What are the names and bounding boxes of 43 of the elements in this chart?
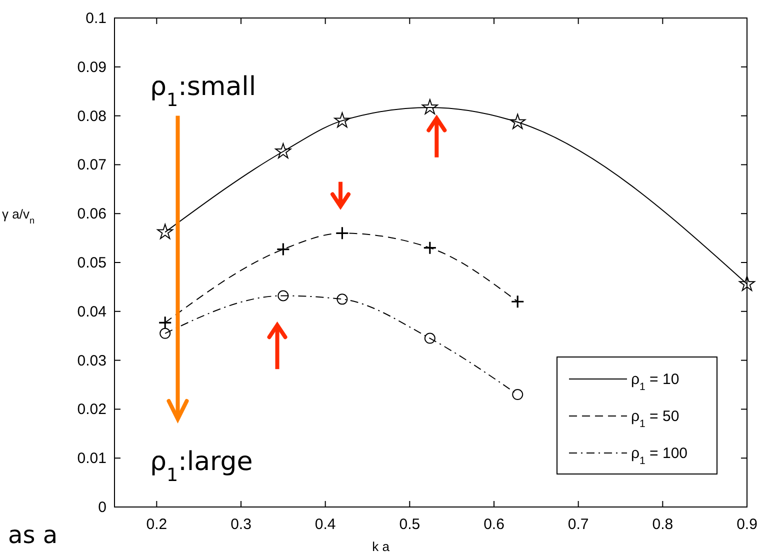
x-tick-label: 0.3: [230, 516, 252, 533]
point: [335, 226, 349, 240]
point: [510, 294, 524, 308]
x-axis-title: k a: [372, 539, 390, 554]
y-axis-title: γ a/v$_{n}$: [2, 206, 35, 226]
y-tick-label: 0.07: [77, 156, 106, 174]
legend-label: ρ$_{1}$ = 50: [631, 408, 680, 430]
annotation: ρ$_{1}$:small: [150, 72, 256, 110]
point: [512, 389, 524, 400]
x-tick-label: 0.6: [484, 516, 504, 533]
annotation: ρ$_{1}$:large: [150, 447, 253, 486]
point: [276, 242, 290, 256]
legend-label: ρ$_{1}$ = 100: [631, 445, 688, 467]
y-tick-label: 0: [98, 499, 106, 516]
legend-label: ρ$_{1}$ = 10: [631, 371, 680, 393]
point: [510, 114, 526, 130]
point: [422, 99, 438, 114]
point: [157, 224, 174, 240]
y-tick-label: 0.01: [77, 450, 106, 468]
x-tick-label: 0.7: [568, 516, 589, 533]
y-tick-label: 0.09: [77, 58, 106, 76]
x-tick-label: 0.8: [652, 516, 674, 533]
point: [423, 241, 437, 255]
y-tick-label: 0.03: [77, 352, 106, 370]
x-tick-label: 0.5: [399, 516, 420, 533]
y-tick-label: 0.06: [77, 206, 106, 223]
x-tick-label: 0.4: [314, 516, 336, 533]
point: [334, 112, 350, 128]
y-tick-label: 0.05: [77, 254, 106, 272]
x-tick-label: 0.2: [146, 516, 168, 533]
x-tick-label: 0.9: [736, 516, 758, 533]
point: [275, 143, 292, 158]
point: [738, 276, 756, 291]
y-tick-label: 0.02: [77, 401, 106, 418]
y-tick-label: 0.08: [77, 108, 106, 125]
point: [278, 290, 289, 302]
point: [336, 294, 348, 305]
text: as a: [8, 521, 58, 549]
point: [160, 328, 171, 339]
y-tick-label: 0.1: [86, 10, 106, 27]
point: [424, 332, 436, 344]
y-tick-label: 0.04: [77, 303, 106, 320]
point: [158, 316, 172, 330]
